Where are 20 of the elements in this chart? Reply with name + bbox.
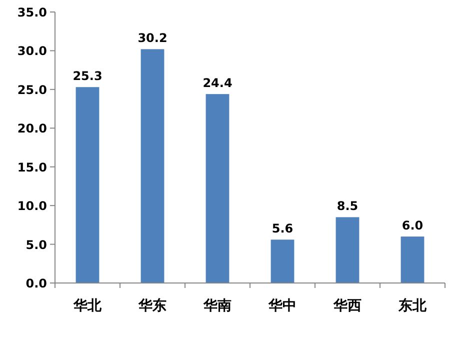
y-tick-label: 30.0 [17,44,47,58]
data-label: 30.2 [138,31,168,46]
data-label: 5.6 [272,222,294,236]
x-tick-label: 华中 [268,298,296,314]
data-label: 25.3 [72,69,102,84]
y-tick-label: 5.0 [26,238,47,252]
x-tick-label: 华东 [138,297,166,314]
y-tick-label: 25.0 [17,82,47,97]
y-tick-label: 15.0 [17,160,47,174]
y-tick-label: 35.0 [17,6,47,20]
x-tick-label: 华南 [202,298,232,314]
x-tick-label: 华北 [72,298,102,314]
x-tick-label: 东北 [398,297,428,314]
y-tick-label: 0.0 [26,276,47,290]
data-label: 8.5 [336,199,358,214]
x-tick-label: 华西 [332,298,362,314]
data-label: 6.0 [402,218,424,233]
y-tick-label: 20.0 [17,122,47,136]
y-tick-label: 10.0 [17,199,47,214]
data-label: 24.4 [202,76,232,90]
